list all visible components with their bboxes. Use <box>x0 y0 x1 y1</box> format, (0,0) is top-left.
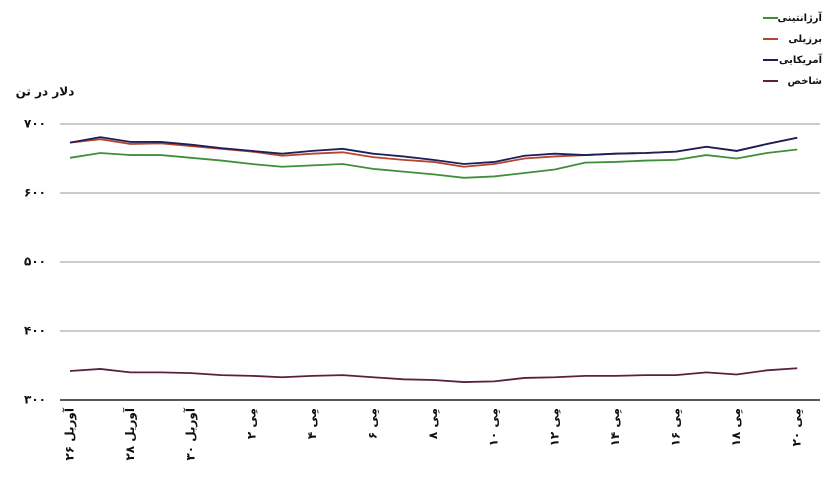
x-tick-label: ۲۶ آوریل <box>62 407 78 460</box>
legend-label: برزیلی <box>788 34 822 45</box>
x-tick-label: ۲۰ مِی <box>790 408 804 446</box>
y-axis-label: دلار در تن <box>16 85 75 99</box>
y-tick-label: ۴۰۰ <box>24 324 46 338</box>
y-tick-label: ۶۰۰ <box>24 186 46 200</box>
series-line <box>69 367 798 383</box>
x-tick-label: ۲ مِی <box>244 408 258 439</box>
x-tick-label: ۱۲ مِی <box>547 408 561 446</box>
legend-label: آرژانتینی <box>778 11 823 24</box>
series-line <box>69 136 798 165</box>
x-tick-label: ۱۸ مِی <box>729 408 743 446</box>
x-tick-label: ۱۰ مِی <box>487 408 501 446</box>
x-tick-label: ۴ مِی <box>305 408 319 439</box>
x-tick-label: ۶ مِی <box>366 408 380 439</box>
series-line <box>69 148 798 179</box>
series-line <box>69 136 798 168</box>
x-tick-label: ۸ مِی <box>426 408 440 439</box>
x-tick-label: ۱۴ مِی <box>608 408 622 446</box>
legend-label: شاخص <box>788 76 823 87</box>
x-tick-label: ۲۸ آوریل <box>122 407 138 460</box>
x-tick-label: ۱۶ مِی <box>669 408 683 446</box>
y-tick-label: ۳۰۰ <box>24 393 46 407</box>
y-tick-label: ۵۰۰ <box>24 255 46 269</box>
x-tick-label: ۳۰ آوریل <box>183 407 199 460</box>
y-tick-label: ۷۰۰ <box>24 117 46 131</box>
legend-label: آمریکایی <box>779 53 823 66</box>
